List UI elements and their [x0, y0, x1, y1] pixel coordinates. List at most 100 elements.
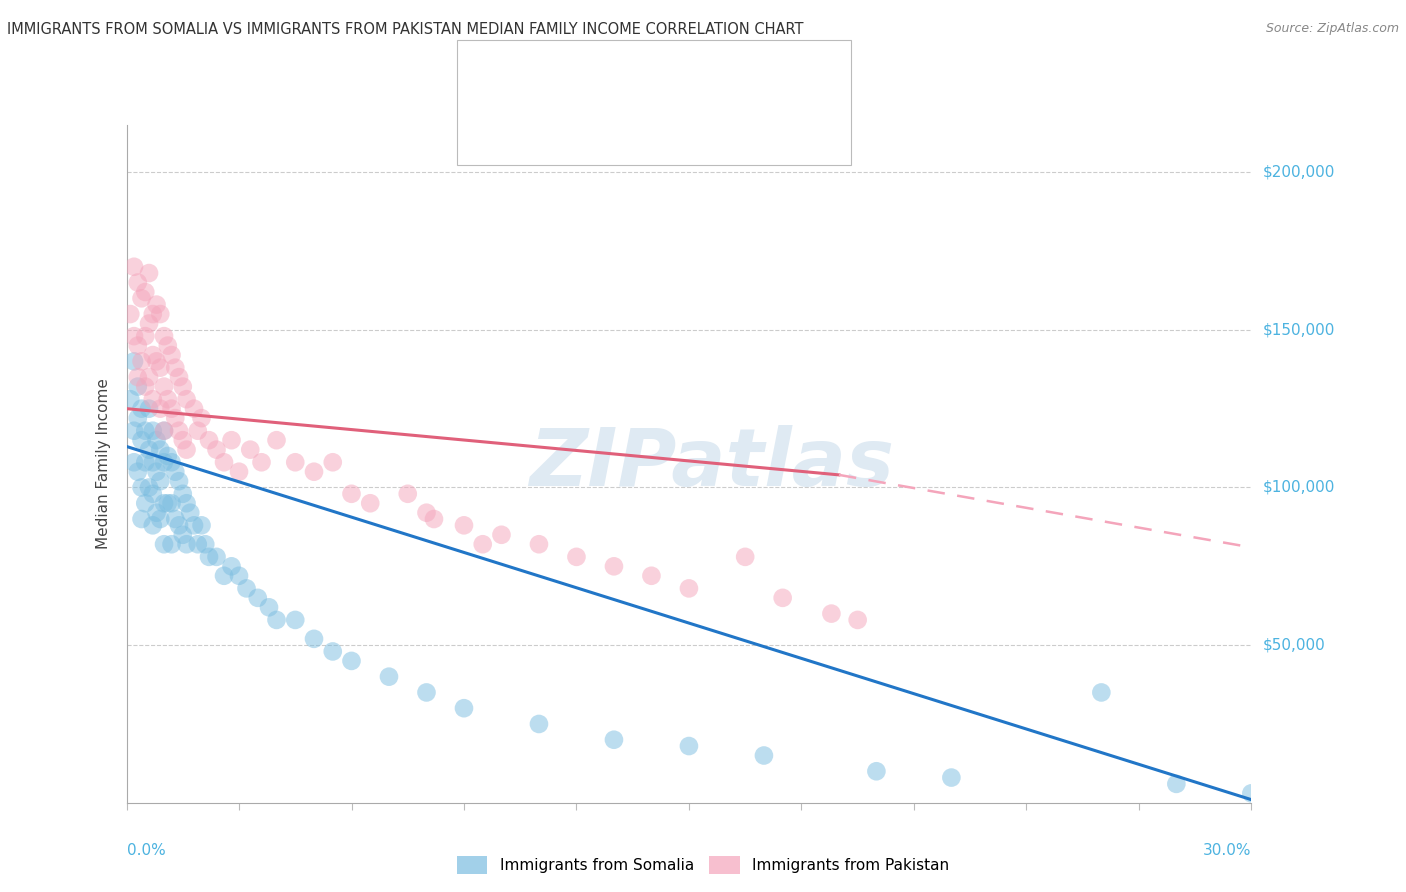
Point	[603, 732, 626, 747]
Point	[172, 528, 194, 542]
Point	[145, 433, 167, 447]
Point	[165, 512, 187, 526]
Point	[149, 512, 172, 526]
Point	[239, 442, 262, 457]
Legend: Immigrants from Somalia, Immigrants from Pakistan: Immigrants from Somalia, Immigrants from…	[451, 850, 955, 880]
Point	[149, 307, 172, 321]
Point	[145, 297, 167, 311]
Y-axis label: Median Family Income: Median Family Income	[96, 378, 111, 549]
Point	[149, 442, 172, 457]
Point	[134, 424, 156, 438]
Point	[396, 487, 419, 501]
Point	[246, 591, 269, 605]
Point	[122, 260, 145, 274]
Point	[752, 748, 775, 763]
Point	[235, 582, 257, 596]
Point	[153, 329, 176, 343]
Point	[302, 632, 325, 646]
Point	[250, 455, 273, 469]
Point	[172, 433, 194, 447]
Point	[145, 465, 167, 479]
Point	[941, 771, 963, 785]
Point	[165, 360, 187, 375]
Point	[142, 424, 165, 438]
Point	[167, 474, 190, 488]
Point	[453, 701, 475, 715]
Point	[176, 392, 198, 407]
Text: R = -0.176   N = 68: R = -0.176 N = 68	[524, 118, 697, 132]
Text: $50,000: $50,000	[1263, 638, 1326, 653]
Point	[865, 764, 887, 779]
Point	[1240, 786, 1263, 800]
Point	[153, 379, 176, 393]
Point	[603, 559, 626, 574]
Point	[284, 613, 307, 627]
Point	[1090, 685, 1112, 699]
Point	[142, 392, 165, 407]
Point	[156, 496, 179, 510]
Point	[167, 370, 190, 384]
Point	[131, 433, 153, 447]
Point	[471, 537, 494, 551]
Point	[160, 348, 183, 362]
Point	[772, 591, 794, 605]
Point	[138, 266, 160, 280]
Point	[153, 424, 176, 438]
Point	[165, 411, 187, 425]
Point	[156, 392, 179, 407]
Point	[160, 401, 183, 416]
Point	[122, 354, 145, 368]
Point	[565, 549, 588, 564]
Point	[221, 433, 243, 447]
Point	[190, 518, 212, 533]
Point	[127, 338, 149, 352]
Point	[149, 474, 172, 488]
Text: $200,000: $200,000	[1263, 165, 1334, 179]
Point	[131, 354, 153, 368]
Text: IMMIGRANTS FROM SOMALIA VS IMMIGRANTS FROM PAKISTAN MEDIAN FAMILY INCOME CORRELA: IMMIGRANTS FROM SOMALIA VS IMMIGRANTS FR…	[7, 22, 804, 37]
Point	[142, 307, 165, 321]
Point	[145, 506, 167, 520]
Point	[284, 455, 307, 469]
Point	[138, 370, 160, 384]
Point	[160, 537, 183, 551]
Point	[322, 455, 344, 469]
Point	[127, 379, 149, 393]
Point	[640, 568, 662, 582]
Point	[172, 379, 194, 393]
Point	[131, 401, 153, 416]
Point	[131, 291, 153, 305]
Point	[228, 465, 250, 479]
Point	[138, 317, 160, 331]
Point	[322, 644, 344, 658]
Point	[122, 329, 145, 343]
Point	[846, 613, 869, 627]
Text: $100,000: $100,000	[1263, 480, 1334, 495]
Point	[221, 559, 243, 574]
Point	[142, 518, 165, 533]
Point	[122, 455, 145, 469]
Point	[127, 465, 149, 479]
Point	[176, 442, 198, 457]
Point	[678, 582, 700, 596]
Point	[228, 568, 250, 582]
Point	[160, 496, 183, 510]
Text: Source: ZipAtlas.com: Source: ZipAtlas.com	[1265, 22, 1399, 36]
Point	[176, 496, 198, 510]
Point	[134, 379, 156, 393]
Point	[198, 433, 221, 447]
Point	[142, 455, 165, 469]
Point	[145, 354, 167, 368]
Point	[820, 607, 842, 621]
Point	[149, 360, 172, 375]
Point	[134, 496, 156, 510]
Point	[205, 549, 228, 564]
Point	[138, 481, 160, 495]
Point	[153, 424, 176, 438]
Text: 30.0%: 30.0%	[1204, 844, 1251, 858]
Point	[179, 506, 201, 520]
Point	[415, 506, 437, 520]
Point	[190, 411, 212, 425]
Point	[172, 487, 194, 501]
Point	[156, 338, 179, 352]
